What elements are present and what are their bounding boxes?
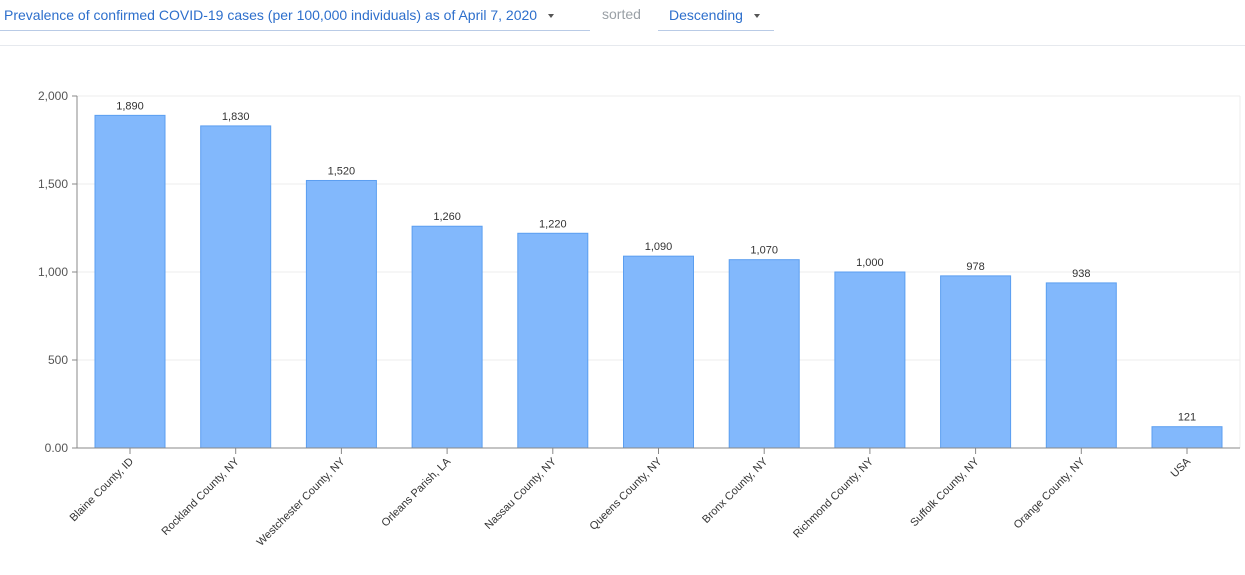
chart-toolbar: Prevalence of confirmed COVID-19 cases (…: [0, 0, 1245, 46]
bar: [411, 225, 483, 449]
bar-value-label: 938: [1072, 268, 1090, 280]
bar: [200, 125, 272, 449]
bar-value-label: 121: [1178, 412, 1196, 424]
bar-value-label: 1,260: [433, 211, 461, 223]
bar-value-label: 1,830: [222, 111, 250, 123]
metric-dropdown[interactable]: Prevalence of confirmed COVID-19 cases (…: [0, 0, 590, 31]
x-tick-label: Orleans Parish, LA: [379, 455, 453, 529]
chevron-down-icon: [548, 14, 555, 18]
bar-value-label: 1,520: [328, 165, 356, 177]
bar: [728, 259, 800, 449]
x-tick-label: Richmond County, NY: [791, 455, 876, 540]
bar-value-label: 978: [966, 261, 984, 273]
sort-order-dropdown[interactable]: Descending: [658, 0, 774, 31]
metric-dropdown-label: Prevalence of confirmed COVID-19 cases (…: [4, 7, 538, 23]
y-tick-label: 1,500: [38, 177, 68, 191]
bar-value-label: 1,070: [750, 245, 778, 257]
x-tick-label: Nassau County, NY: [483, 455, 560, 532]
bar: [94, 114, 166, 449]
bar-value-label: 1,090: [645, 241, 673, 253]
sorted-label: sorted: [602, 6, 641, 22]
y-tick-label: 500: [48, 353, 68, 367]
x-tick-label: Bronx County, NY: [700, 455, 771, 526]
bar: [1151, 426, 1223, 449]
y-tick-label: 1,000: [38, 265, 68, 279]
chevron-down-icon: [753, 14, 760, 18]
bar: [1045, 282, 1117, 449]
sort-order-label: Descending: [669, 7, 743, 23]
bar-value-label: 1,890: [116, 100, 144, 112]
x-tick-label: Orange County, NY: [1012, 455, 1088, 531]
y-tick-label: 0.00: [45, 441, 69, 455]
x-tick-label: Blaine County, ID: [68, 456, 136, 524]
x-tick-label: Rockland County, NY: [160, 455, 243, 538]
x-tick-label: USA: [1169, 455, 1194, 480]
bar-value-label: 1,000: [856, 257, 884, 269]
bar: [834, 271, 906, 449]
bar: [305, 179, 377, 449]
x-tick-label: Queens County, NY: [588, 455, 666, 533]
x-tick-label: Suffolk County, NY: [908, 455, 982, 529]
bar: [517, 232, 589, 449]
bar-value-label: 1,220: [539, 218, 567, 230]
bar: [623, 255, 694, 449]
y-tick-label: 2,000: [38, 89, 68, 103]
x-tick-label: Westchester County, NY: [255, 455, 348, 548]
bar: [940, 275, 1012, 449]
